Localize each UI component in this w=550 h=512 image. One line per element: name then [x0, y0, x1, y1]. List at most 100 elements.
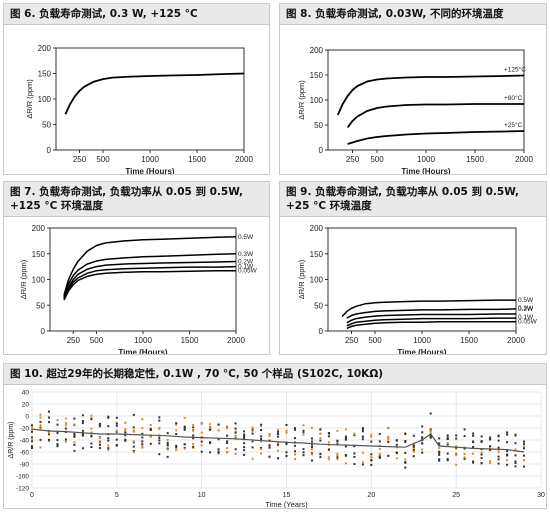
scatter-point — [234, 422, 237, 425]
scatter-point — [243, 430, 246, 433]
x-tick-label: 1000 — [417, 155, 435, 164]
scatter-point — [56, 432, 59, 435]
scatter-point — [175, 448, 178, 451]
scatter-point — [311, 459, 313, 462]
scatter-point — [90, 414, 93, 417]
scatter-point — [361, 428, 364, 431]
scatter-point — [81, 433, 84, 436]
scatter-point — [455, 452, 458, 455]
scatter-point — [64, 421, 67, 424]
series-line — [63, 236, 237, 296]
x-tick-label: 1500 — [181, 336, 199, 345]
scatter-point — [39, 446, 42, 449]
scatter-point — [370, 433, 373, 436]
scatter-point — [277, 443, 279, 446]
x-tick-label: 250 — [67, 336, 81, 345]
scatter-point — [124, 439, 127, 442]
scatter-point — [311, 440, 313, 443]
y-tick-label: 0 — [319, 146, 324, 155]
scatter-point — [243, 449, 246, 452]
scatter-point — [115, 416, 118, 419]
scatter-point — [361, 435, 364, 438]
scatter-point — [192, 424, 195, 426]
scatter-point — [48, 416, 50, 419]
scatter-point — [132, 430, 135, 433]
title-line-1: 图 9. 负载寿命测试, 负载功率从 0.05 到 0.5W, — [286, 186, 519, 198]
scatter-point — [497, 435, 500, 438]
scatter-point — [489, 460, 492, 462]
scatter-point — [429, 428, 432, 431]
scatter-point — [446, 458, 449, 460]
scatter-point — [234, 452, 237, 455]
scatter-point — [73, 435, 76, 438]
scatter-point — [166, 444, 169, 447]
scatter-point — [344, 428, 347, 431]
scatter-point — [302, 424, 305, 427]
scatter-point — [217, 429, 220, 432]
scatter-point — [311, 452, 313, 455]
scatter-point — [200, 450, 203, 453]
scatter-point — [48, 433, 50, 436]
scatter-point — [243, 433, 246, 436]
series-line — [346, 317, 516, 327]
scatter-point — [327, 456, 330, 459]
scatter-point — [336, 454, 339, 457]
scatter-point — [192, 445, 195, 448]
scatter-point — [209, 441, 212, 444]
scatter-point — [472, 434, 475, 437]
scatter-point — [361, 463, 364, 466]
scatter-point — [192, 434, 195, 437]
scatter-point — [251, 432, 254, 435]
scatter-point — [404, 461, 407, 464]
chart-fig8: 0 50 100 150 200 250 500 1000 1500 2000 Time (Hour… — [297, 46, 533, 174]
scatter-point — [192, 429, 195, 432]
scatter-point — [523, 458, 525, 461]
scatter-point — [506, 454, 509, 457]
scatter-point — [64, 424, 67, 427]
scatter-point — [192, 443, 195, 446]
scatter-point — [175, 446, 178, 449]
scatter-point — [378, 447, 381, 450]
scatter-point — [506, 450, 509, 453]
scatter-point — [404, 441, 407, 443]
y-tick-label: -80 — [20, 462, 30, 469]
scatter-point — [158, 437, 161, 440]
scatter-point — [166, 438, 169, 441]
scatter-point — [344, 435, 347, 438]
scatter-point — [31, 424, 33, 427]
scatter-point — [497, 455, 500, 458]
scatter-point — [370, 440, 373, 443]
scatter-point — [175, 429, 178, 432]
scatter-point — [455, 437, 458, 440]
scatter-point — [480, 462, 483, 465]
scatter-point — [98, 425, 101, 428]
scatter-point — [514, 433, 517, 436]
x-tick-label: 20 — [367, 492, 375, 499]
scatter-point — [243, 442, 246, 445]
y-tick-label: 150 — [310, 250, 324, 259]
scatter-point — [370, 435, 373, 438]
scatter-point — [489, 436, 492, 439]
scatter-point — [497, 451, 500, 454]
series-label: 0.3W — [238, 251, 254, 258]
series-line — [346, 308, 517, 319]
scatter-point — [107, 416, 110, 419]
chart-panel-fig8: 图 8. 负载寿命测试, 0.03W, 不同的环境温度 0 50 100 150 200… — [279, 3, 547, 175]
scatter-point — [251, 426, 254, 429]
scatter-point — [302, 448, 305, 451]
scatter-point — [260, 424, 263, 427]
scatter-point — [132, 426, 135, 429]
y-tick-label: 100 — [38, 95, 52, 104]
scatter-point — [353, 452, 356, 455]
scatter-point — [31, 440, 33, 443]
scatter-point — [175, 422, 178, 425]
scatter-point — [412, 434, 415, 437]
scatter-point — [472, 461, 475, 464]
series-line — [336, 74, 525, 116]
scatter-point — [344, 453, 347, 456]
scatter-point — [429, 412, 432, 415]
x-tick-label: 500 — [90, 336, 104, 345]
y-tick-label: 20 — [22, 402, 30, 409]
scatter-point — [412, 450, 415, 453]
x-tick-label: 1000 — [134, 336, 152, 345]
